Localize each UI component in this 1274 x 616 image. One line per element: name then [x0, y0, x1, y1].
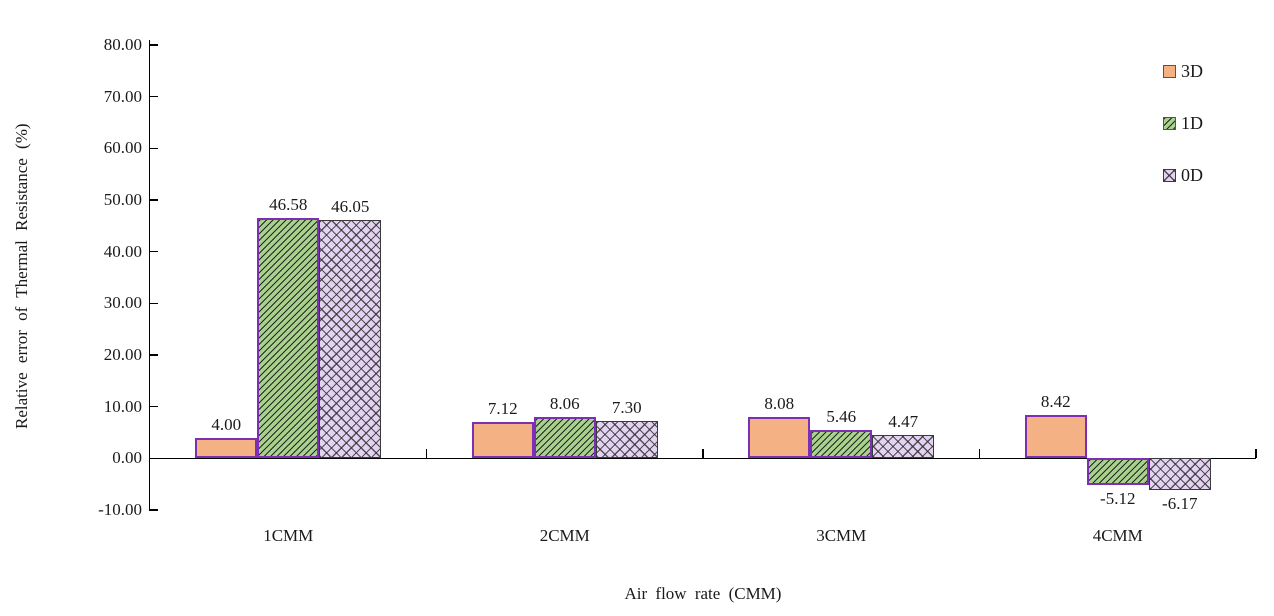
x-category-label: 4CMM [1092, 526, 1143, 545]
y-tick [150, 509, 158, 511]
y-tick-label: 70.00 [103, 86, 142, 106]
legend-item-0d: 0D [1163, 166, 1203, 185]
y-tick-label: -10.00 [98, 499, 142, 519]
y-tick [150, 147, 158, 150]
bar-value-label: 7.30 [611, 397, 642, 417]
y-axis-line [148, 39, 150, 511]
legend-item-label: 3D [1181, 61, 1203, 81]
y-tick [150, 250, 158, 253]
y-tick-label: 30.00 [103, 293, 142, 313]
x-category-label: 2CMM [539, 526, 590, 545]
bar-0d-2cmm [595, 420, 658, 459]
y-tick [150, 302, 158, 305]
bar-value-label: 8.42 [1040, 391, 1071, 411]
bar-value-label: 46.58 [269, 194, 308, 214]
bar-value-label: -6.17 [1162, 494, 1198, 514]
bar-1d-2cmm [533, 416, 596, 459]
bar-3d-4cmm [1024, 414, 1087, 459]
bar-0d-3cmm [872, 435, 935, 459]
legend: 3D 1D 0D [1163, 62, 1263, 232]
x-tick [978, 448, 981, 459]
bar-value-label: -5.12 [1100, 488, 1136, 508]
x-axis-title: Air flow rate (CMM) [624, 584, 782, 603]
y-tick [150, 405, 158, 408]
bar-value-label: 5.46 [826, 407, 857, 427]
x-tick [1255, 448, 1257, 459]
legend-item-3d: 3D [1163, 62, 1203, 81]
y-tick [150, 199, 158, 201]
x-axis-line [150, 457, 1256, 460]
bar-value-label: 4.00 [211, 414, 242, 434]
x-category-label: 1CMM [263, 526, 314, 545]
x-tick [702, 448, 704, 459]
bar-1d-3cmm [810, 430, 873, 459]
y-tick-label: 10.00 [103, 396, 142, 416]
y-tick [150, 95, 158, 98]
y-axis-title: Relative error of Thermal Resistance (%) [12, 123, 31, 429]
y-tick-label: 60.00 [103, 138, 142, 158]
y-tick-label: 20.00 [103, 344, 142, 364]
bar-0d-1cmm [319, 220, 382, 459]
bar-1d-4cmm [1086, 458, 1149, 485]
legend-item-label: 1D [1181, 113, 1203, 133]
y-tick-label: 50.00 [103, 189, 142, 209]
y-tick [150, 44, 158, 46]
legend-swatch-0d [1163, 169, 1176, 182]
bar-3d-3cmm [748, 416, 811, 459]
x-tick [425, 448, 428, 459]
bar-value-label: 8.08 [764, 393, 795, 413]
y-tick-label: 40.00 [103, 241, 142, 261]
y-tick-label: 0.00 [112, 448, 142, 468]
legend-swatch-1d [1163, 117, 1176, 130]
legend-swatch-3d [1163, 65, 1176, 78]
y-tick-label: 80.00 [103, 34, 142, 54]
bar-0d-4cmm [1148, 458, 1211, 491]
bar-value-label: 8.06 [549, 393, 580, 413]
bar-1d-1cmm [257, 217, 320, 459]
bar-value-label: 4.47 [888, 412, 919, 432]
bar-3d-1cmm [195, 437, 258, 459]
bar-value-label: 7.12 [487, 398, 518, 418]
bar-3d-2cmm [471, 421, 534, 459]
bar-value-label: 46.05 [331, 197, 370, 217]
x-category-label: 3CMM [816, 526, 867, 545]
legend-item-label: 0D [1181, 165, 1203, 185]
legend-item-1d: 1D [1163, 114, 1203, 133]
y-tick [150, 354, 158, 356]
